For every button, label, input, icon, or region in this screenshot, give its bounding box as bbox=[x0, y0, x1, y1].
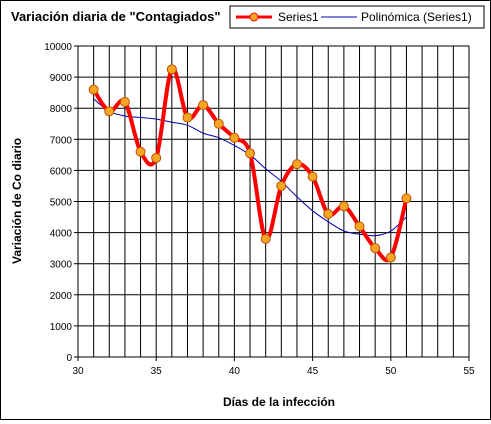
y-tick-label: 1000 bbox=[50, 322, 73, 333]
y-tick-label: 4000 bbox=[50, 229, 73, 240]
plot-border bbox=[77, 45, 470, 358]
legend-series1-label: Series1 bbox=[278, 10, 319, 24]
plot-area: 30 35 40 45 50 55 0 1000 2000 3000 4000 5000 6000 700… bbox=[44, 42, 475, 377]
series1-point bbox=[166, 64, 177, 75]
x-axis-title: Días de la infección bbox=[223, 395, 335, 409]
y-axis-title: Variación de Co diario bbox=[10, 138, 24, 264]
y-tick-label: 7000 bbox=[50, 135, 73, 146]
y-tick-label: 6000 bbox=[50, 166, 73, 177]
series1-point bbox=[260, 233, 271, 244]
series1-point bbox=[385, 252, 396, 263]
x-tick-label: 40 bbox=[229, 366, 241, 377]
series1-point bbox=[323, 208, 334, 219]
series1-point bbox=[401, 193, 412, 204]
series1-point bbox=[276, 180, 287, 191]
legend-series1-marker bbox=[249, 12, 259, 22]
series1-point bbox=[307, 171, 318, 182]
y-tick-label: 8000 bbox=[50, 104, 73, 115]
y-tick-label: 2000 bbox=[50, 291, 73, 302]
series1-point bbox=[229, 132, 240, 143]
series1-point bbox=[182, 112, 193, 123]
y-tick-label: 0 bbox=[66, 353, 72, 364]
series1-point bbox=[198, 100, 209, 111]
series1-point bbox=[119, 96, 130, 107]
series1-point bbox=[213, 118, 224, 129]
legend-trend-label: Polinómica (Series1) bbox=[361, 10, 472, 24]
x-tick-label: 30 bbox=[72, 366, 84, 377]
chart-title: Variación diaria de "Contagiados" bbox=[11, 9, 221, 24]
series1-point bbox=[135, 146, 146, 157]
series1-point bbox=[291, 159, 302, 170]
series1-point bbox=[370, 243, 381, 254]
series1-point bbox=[338, 201, 349, 212]
x-tick-label: 35 bbox=[151, 366, 163, 377]
x-tick-label: 50 bbox=[385, 366, 397, 377]
y-tick-label: 10000 bbox=[44, 42, 72, 53]
y-tick-label: 3000 bbox=[50, 260, 73, 271]
series1-point bbox=[245, 148, 256, 159]
series1-point bbox=[151, 152, 162, 163]
y-tick-label: 5000 bbox=[50, 198, 73, 209]
x-tick-label: 55 bbox=[463, 366, 475, 377]
series1-point bbox=[354, 221, 365, 232]
series1-point bbox=[104, 106, 115, 117]
y-tick-label: 9000 bbox=[50, 73, 73, 84]
legend: Series1 Polinómica (Series1) bbox=[229, 5, 485, 29]
x-tick-label: 45 bbox=[307, 366, 319, 377]
series1-point bbox=[88, 84, 99, 95]
